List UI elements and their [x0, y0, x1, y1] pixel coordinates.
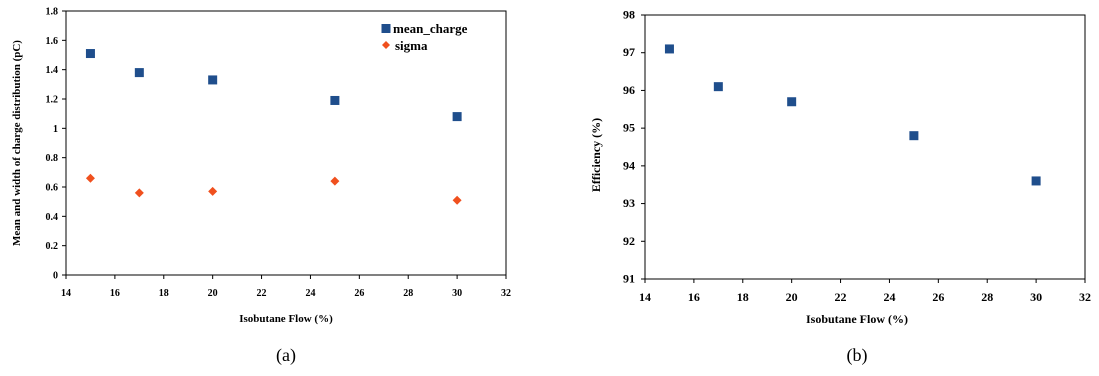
chart-a: 0 0.2 0.4 0.6 0.8 1 1.2 1.4 1.6 1.8 14 16 18 20 22 24 2… — [11, 7, 511, 367]
x-tick-label: 18 — [737, 290, 749, 304]
x-tick-label: 26 — [932, 290, 944, 304]
series-0-point — [787, 97, 797, 107]
x-tick-label: 32 — [501, 288, 511, 299]
x-tick-label: 16 — [688, 290, 700, 304]
chart-a-y-axis: 0 0.2 0.4 0.6 0.8 1 1.2 1.4 1.6 1.8 — [46, 7, 66, 282]
series-0-point — [1031, 176, 1041, 186]
y-tick-label: 1.2 — [46, 95, 59, 106]
mean-charge-point — [330, 95, 340, 105]
chart-a-x-axis: 14 16 18 20 22 24 26 28 30 32 — [61, 275, 511, 299]
chart-b-y-axis: 91 92 93 94 95 96 97 98 — [623, 8, 645, 286]
x-tick-label: 22 — [257, 288, 267, 299]
chart-b-x-axis: 14 16 18 20 22 24 26 28 30 32 — [639, 279, 1091, 304]
series-0-point — [909, 131, 919, 141]
sigma-point — [452, 195, 462, 205]
y-tick-label: 97 — [623, 45, 635, 59]
y-tick-label: 0.4 — [46, 212, 59, 223]
y-tick-label: 91 — [623, 272, 635, 286]
x-tick-label: 14 — [61, 288, 71, 299]
chart-b-x-axis-label: Isobutane Flow (%) — [806, 312, 908, 326]
x-tick-label: 16 — [110, 288, 120, 299]
y-tick-label: 95 — [623, 121, 635, 135]
y-tick-label: 96 — [623, 83, 635, 97]
chart-a-plot-frame — [65, 10, 507, 276]
legend-label-mean-charge: mean_charge — [393, 21, 468, 36]
chart-a-y-axis-label: Mean and width of charge distribution (p… — [11, 40, 23, 246]
mean-charge-point — [208, 75, 218, 85]
chart-a-caption: (a) — [276, 345, 296, 366]
series-0-point — [664, 44, 674, 54]
legend-swatch-mean-charge — [381, 24, 391, 33]
x-tick-label: 30 — [452, 288, 462, 299]
x-tick-label: 22 — [835, 290, 847, 304]
x-tick-label: 14 — [639, 290, 651, 304]
chart-b-points — [664, 44, 1041, 186]
y-tick-label: 0.8 — [46, 153, 59, 164]
x-tick-label: 20 — [786, 290, 798, 304]
legend-swatch-sigma — [382, 41, 390, 49]
x-tick-label: 18 — [159, 288, 169, 299]
y-tick-label: 1.6 — [46, 36, 59, 47]
x-tick-label: 26 — [354, 288, 364, 299]
x-tick-label: 28 — [981, 290, 993, 304]
chart-b-plot-frame — [644, 14, 1086, 280]
sigma-point — [134, 188, 144, 198]
y-tick-label: 98 — [623, 8, 635, 22]
y-tick-label: 93 — [623, 196, 635, 210]
y-tick-label: 92 — [623, 234, 635, 248]
legend-label-sigma: sigma — [395, 38, 428, 53]
sigma-point — [85, 173, 95, 183]
sigma-point — [330, 176, 340, 186]
series-0-point — [713, 82, 723, 92]
chart-a-points — [85, 49, 462, 205]
mean-charge-point — [452, 112, 462, 122]
x-tick-label: 30 — [1030, 290, 1042, 304]
chart-b-caption: (b) — [847, 345, 868, 366]
y-tick-label: 1 — [53, 124, 58, 135]
mean-charge-point — [85, 49, 95, 59]
x-tick-label: 32 — [1079, 290, 1091, 304]
chart-a-legend: mean_charge sigma — [381, 21, 468, 53]
y-tick-label: 0 — [53, 271, 58, 282]
mean-charge-point — [134, 68, 144, 78]
y-tick-label: 1.8 — [46, 7, 59, 18]
chart-b-y-axis-label: Efficiency (%) — [589, 118, 603, 192]
x-tick-label: 24 — [883, 290, 895, 304]
y-tick-label: 1.4 — [46, 65, 59, 76]
x-tick-label: 24 — [305, 288, 315, 299]
y-tick-label: 0.6 — [46, 183, 59, 194]
x-tick-label: 20 — [208, 288, 218, 299]
chart-a-x-axis-label: Isobutane Flow (%) — [239, 313, 333, 325]
y-tick-label: 94 — [623, 158, 635, 172]
y-tick-label: 0.2 — [46, 241, 59, 252]
sigma-point — [208, 186, 218, 196]
x-tick-label: 28 — [403, 288, 413, 299]
chart-b: 91 92 93 94 95 96 97 98 14 16 18 20 22 24 26 28 30 32 Is… — [589, 8, 1091, 367]
